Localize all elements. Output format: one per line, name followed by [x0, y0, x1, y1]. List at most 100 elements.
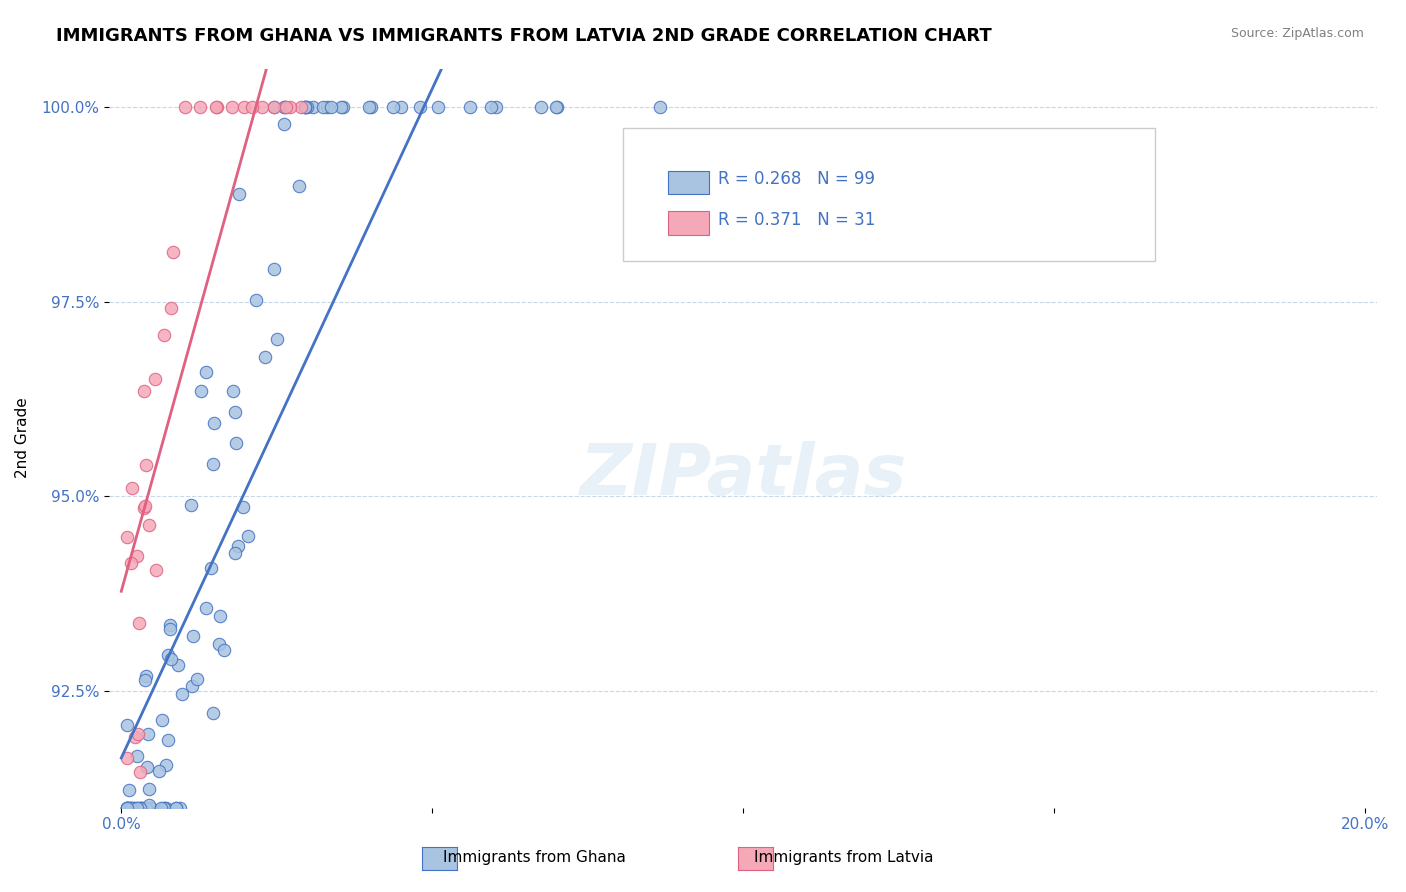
Point [409, 100, 432, 114]
Point [127, 800, 149, 814]
Point [118, 783, 141, 797]
Point [138, 797, 160, 812]
Point [312, 100, 335, 114]
Point [280, 100, 302, 114]
Point [134, 499, 156, 513]
Point [273, 117, 295, 131]
Point [228, 186, 250, 201]
Point [207, 637, 229, 651]
Point [202, 416, 225, 430]
Point [127, 727, 149, 741]
Point [129, 764, 152, 779]
Point [121, 800, 143, 814]
FancyBboxPatch shape [623, 128, 1156, 260]
Point [150, 713, 173, 727]
Point [224, 546, 246, 560]
Point [135, 669, 157, 683]
Point [245, 293, 267, 307]
Point [153, 800, 176, 814]
Point [139, 800, 162, 814]
Point [132, 501, 155, 516]
Point [212, 643, 235, 657]
Y-axis label: 2nd Grade: 2nd Grade [15, 398, 30, 478]
Point [117, 800, 139, 814]
Text: Source: ZipAtlas.com: Source: ZipAtlas.com [1230, 27, 1364, 40]
Point [117, 751, 139, 765]
Point [236, 529, 259, 543]
Point [149, 800, 172, 814]
Point [156, 732, 179, 747]
Point [276, 100, 298, 114]
Point [117, 717, 139, 731]
Point [202, 457, 225, 471]
Point [479, 100, 502, 114]
Point [294, 100, 316, 114]
Point [188, 100, 211, 114]
Point [118, 800, 141, 814]
Text: Immigrants from Latvia: Immigrants from Latvia [754, 850, 934, 865]
Point [232, 100, 254, 114]
Point [301, 100, 323, 114]
Point [180, 498, 202, 512]
Point [222, 384, 245, 399]
Point [155, 758, 177, 772]
Point [121, 481, 143, 495]
Point [127, 800, 149, 814]
Point [273, 100, 295, 114]
Point [172, 687, 194, 701]
Point [129, 800, 152, 814]
Point [329, 100, 352, 114]
Point [201, 706, 224, 720]
Point [159, 623, 181, 637]
Point [166, 800, 188, 814]
Point [205, 100, 228, 114]
Text: Immigrants from Ghana: Immigrants from Ghana [443, 850, 626, 865]
Point [135, 458, 157, 473]
Point [160, 652, 183, 666]
Point [225, 436, 247, 450]
Point [266, 332, 288, 346]
Point [134, 673, 156, 688]
Point [205, 100, 228, 114]
Point [125, 549, 148, 563]
Text: ZIPatlas: ZIPatlas [579, 441, 907, 509]
Point [122, 800, 145, 814]
Point [165, 800, 187, 814]
Point [120, 800, 142, 814]
Point [274, 100, 297, 114]
Point [290, 100, 312, 114]
Point [224, 404, 246, 418]
Point [129, 800, 152, 814]
Point [135, 760, 157, 774]
Point [226, 539, 249, 553]
FancyBboxPatch shape [668, 211, 709, 235]
Point [232, 500, 254, 515]
Point [242, 100, 264, 114]
Point [125, 749, 148, 764]
Point [186, 672, 208, 686]
Point [529, 100, 551, 114]
Point [315, 100, 337, 114]
Point [155, 800, 177, 814]
Point [148, 764, 170, 778]
Point [250, 100, 273, 114]
Point [294, 100, 316, 114]
Text: R = 0.371   N = 31: R = 0.371 N = 31 [718, 211, 875, 229]
Point [357, 100, 380, 114]
Point [117, 800, 139, 814]
Point [180, 679, 202, 693]
Point [118, 800, 141, 814]
Point [153, 328, 176, 343]
Point [263, 100, 285, 114]
Point [145, 563, 167, 577]
Point [360, 100, 382, 114]
Point [295, 100, 318, 114]
Point [194, 365, 217, 379]
Point [485, 100, 508, 114]
Point [389, 100, 412, 114]
Point [183, 629, 205, 643]
Point [544, 100, 567, 114]
Point [208, 609, 231, 624]
Point [134, 384, 156, 399]
Point [131, 800, 153, 814]
